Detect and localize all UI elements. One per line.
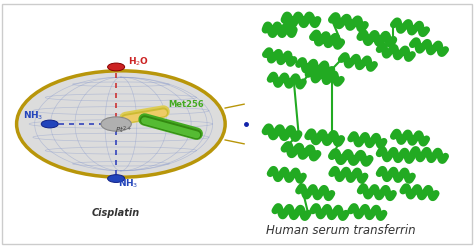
Ellipse shape (17, 71, 225, 177)
Text: H$_2$O: H$_2$O (128, 55, 149, 68)
Ellipse shape (108, 63, 125, 71)
Text: NH$_3$: NH$_3$ (23, 109, 44, 122)
Text: Pt$^{2+}$: Pt$^{2+}$ (115, 125, 132, 136)
Text: Met256: Met256 (168, 100, 204, 109)
Ellipse shape (108, 175, 125, 183)
Text: Human serum transferrin: Human serum transferrin (266, 224, 416, 237)
Ellipse shape (41, 120, 58, 128)
Text: Cisplatin: Cisplatin (92, 208, 140, 218)
Text: NH$_3$: NH$_3$ (118, 178, 138, 190)
Ellipse shape (101, 117, 131, 131)
